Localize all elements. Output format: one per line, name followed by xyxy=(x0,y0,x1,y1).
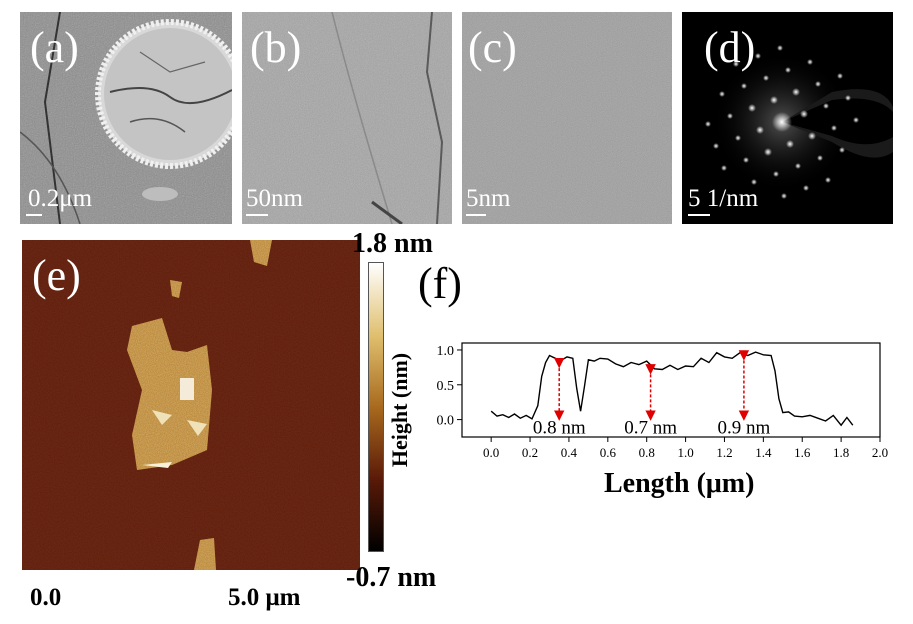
afm-x-start-label: 0.0 xyxy=(30,584,62,611)
diffraction-spot xyxy=(786,140,794,148)
panel-d-label: (d) xyxy=(704,23,756,72)
panel-c-scale-bar xyxy=(466,214,486,216)
x-tick-label: 0.6 xyxy=(600,445,617,460)
y-tick-label: 0.0 xyxy=(437,414,455,429)
diffraction-spot xyxy=(781,193,787,199)
central-beam xyxy=(772,112,792,132)
diffraction-spot xyxy=(741,83,747,89)
panel-b-micrograph xyxy=(242,12,452,224)
panel-d-scale-bar xyxy=(688,214,710,216)
diffraction-spot xyxy=(785,67,791,73)
diffraction-spot xyxy=(837,73,843,79)
diffraction-spot xyxy=(755,53,761,59)
panel-a-scale-label: 0.2μm xyxy=(28,185,93,212)
panel-c-scale-label: 5nm xyxy=(466,185,511,212)
diffraction-spot xyxy=(831,125,837,131)
diffraction-spot xyxy=(705,121,711,127)
diffraction-spot xyxy=(764,148,772,156)
afm-x-end-label: 5.0 μm xyxy=(228,584,301,611)
x-tick-label: 1.6 xyxy=(794,445,811,460)
diffraction-spot xyxy=(743,157,749,163)
x-tick-label: 0.2 xyxy=(522,445,538,460)
diffraction-spot xyxy=(763,75,769,81)
x-tick-label: 0.0 xyxy=(483,445,499,460)
diffraction-spot xyxy=(733,61,739,67)
height-annotation-2: 0.9 nm xyxy=(718,418,771,439)
panel-d-diffraction xyxy=(682,12,893,224)
diffraction-spot xyxy=(751,179,757,185)
panel-c-micrograph xyxy=(462,12,672,224)
panel-d-saed-pattern: (d) 5 1/nm xyxy=(682,12,893,224)
diffraction-spot xyxy=(777,45,783,51)
panel-e-label: (e) xyxy=(32,251,81,300)
panel-b-tem-image: (b) 50nm xyxy=(242,12,452,224)
panel-e-afm-image: (e) xyxy=(22,240,360,570)
panel-e-afm-map xyxy=(22,240,360,570)
diffraction-spot xyxy=(815,81,821,87)
diffraction-spot xyxy=(719,91,725,97)
y-tick-label: 0.5 xyxy=(437,379,455,394)
diffraction-spot xyxy=(756,126,764,134)
x-tick-label: 1.0 xyxy=(677,445,693,460)
panel-f-label: (f) xyxy=(418,259,462,308)
profile-y-axis-title: Height (nm) xyxy=(387,352,412,468)
height-profile-chart: 0.0 0.2 0.4 0.6 0.8 1.0 1.2 1.4 1.6 1.8 2.0 0.0 0.5 1… xyxy=(437,342,888,460)
panel-b-scale-bar xyxy=(246,214,268,216)
diffraction-spot xyxy=(770,96,778,104)
diffraction-spot xyxy=(800,110,808,118)
diffraction-spot xyxy=(748,104,756,112)
diffraction-spot xyxy=(727,113,733,119)
x-tick-label: 2.0 xyxy=(872,445,888,460)
colorbar xyxy=(368,262,384,552)
diffraction-spot xyxy=(713,143,719,149)
diffraction-spot xyxy=(795,163,801,169)
panel-d-scale-label: 5 1/nm xyxy=(688,185,759,212)
profile-line-series-0 xyxy=(490,351,854,427)
plot-frame xyxy=(461,342,881,438)
diffraction-spot xyxy=(825,177,831,183)
diffraction-spot xyxy=(735,135,741,141)
colorbar-min-label: -0.7 nm xyxy=(346,562,437,593)
panel-b-scale-label: 50nm xyxy=(246,185,303,212)
diffraction-spot xyxy=(823,103,829,109)
diffraction-spot xyxy=(808,132,816,140)
profile-x-axis-title: Length (μm) xyxy=(604,468,755,499)
panel-a-tem-image: (a) 0.2μm xyxy=(20,12,232,224)
panel-a-scale-bar xyxy=(26,214,42,216)
colorbar-max-label: 1.8 nm xyxy=(352,228,433,259)
x-tick-label: 0.4 xyxy=(561,445,578,460)
x-tick-label: 1.8 xyxy=(833,445,849,460)
diffraction-spot xyxy=(853,117,859,123)
panel-c-label: (c) xyxy=(468,23,517,72)
y-tick-label: 1.0 xyxy=(437,344,455,359)
diffraction-spot xyxy=(817,155,823,161)
panel-c-hrtem-image: (c) 5nm xyxy=(462,12,672,224)
diffraction-spot xyxy=(803,185,809,191)
height-annotation-1: 0.7 nm xyxy=(624,418,677,439)
diffraction-spot xyxy=(839,147,845,153)
diffraction-spot xyxy=(773,171,779,177)
panel-a-micrograph xyxy=(20,12,232,224)
height-annotation-0: 0.8 nm xyxy=(533,418,586,439)
diffraction-spot xyxy=(845,95,851,101)
panel-a-label: (a) xyxy=(30,23,79,72)
diffraction-spot xyxy=(721,165,727,171)
x-tick-label: 0.8 xyxy=(639,445,655,460)
diffraction-spot xyxy=(792,88,800,96)
x-tick-label: 1.2 xyxy=(716,445,732,460)
panel-b-label: (b) xyxy=(250,23,302,72)
x-tick-label: 1.4 xyxy=(755,445,772,460)
diffraction-spot xyxy=(807,59,813,65)
